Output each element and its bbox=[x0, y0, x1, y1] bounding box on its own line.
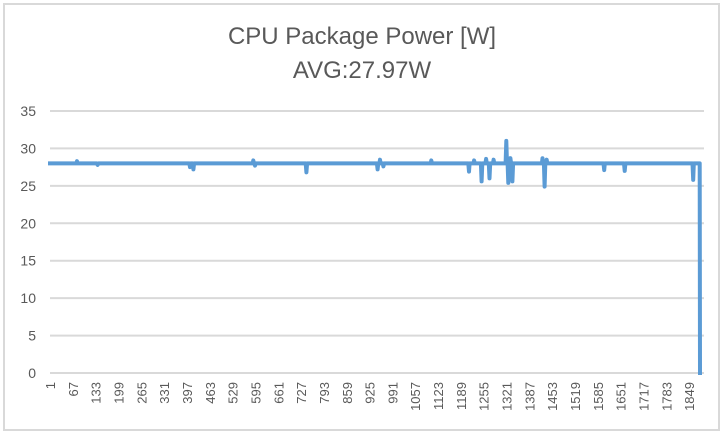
x-tick-label: 661 bbox=[271, 382, 286, 404]
data-point bbox=[506, 181, 510, 185]
data-point bbox=[508, 156, 512, 160]
data-point bbox=[492, 158, 496, 162]
y-tick-label: 15 bbox=[20, 253, 36, 269]
x-tick-label: 727 bbox=[294, 382, 309, 404]
y-tick-label: 5 bbox=[28, 328, 36, 344]
chart-frame[interactable] bbox=[3, 3, 720, 431]
x-tick-label: 199 bbox=[111, 382, 126, 404]
x-tick-label: 67 bbox=[66, 382, 81, 396]
data-point bbox=[698, 371, 702, 375]
data-point bbox=[510, 179, 514, 183]
y-tick-label: 20 bbox=[20, 215, 36, 231]
data-point bbox=[191, 167, 195, 171]
y-tick-label: 10 bbox=[20, 290, 36, 306]
x-tick-label: 1585 bbox=[591, 382, 606, 411]
x-axis-ticks: 1 67 133 199 265 331 397 463 529 595 661 727 793 859 9… bbox=[43, 382, 697, 411]
data-point bbox=[543, 185, 547, 189]
data-point bbox=[467, 170, 471, 174]
x-tick-label: 1321 bbox=[500, 382, 515, 411]
data-point bbox=[253, 164, 257, 168]
x-tick-label: 529 bbox=[226, 382, 241, 404]
x-tick-label: 1717 bbox=[637, 382, 652, 411]
x-tick-label: 1057 bbox=[408, 382, 423, 411]
x-tick-label: 793 bbox=[317, 382, 332, 404]
data-point bbox=[472, 158, 476, 162]
x-tick-label: 265 bbox=[134, 382, 149, 404]
x-tick-label: 1651 bbox=[614, 382, 629, 411]
chart-subtitle: AVG:27.97W bbox=[292, 57, 432, 84]
y-tick-label: 0 bbox=[28, 365, 36, 381]
x-tick-label: 1255 bbox=[477, 382, 492, 411]
data-point bbox=[487, 176, 491, 180]
data-point bbox=[602, 168, 606, 172]
y-tick-label: 30 bbox=[20, 140, 36, 156]
x-tick-label: 331 bbox=[157, 382, 172, 404]
x-tick-label: 925 bbox=[363, 382, 378, 404]
data-point bbox=[304, 170, 308, 174]
data-point bbox=[188, 165, 192, 169]
data-point bbox=[75, 159, 79, 163]
x-tick-label: 991 bbox=[385, 382, 400, 404]
data-point bbox=[623, 169, 627, 173]
data-point bbox=[378, 158, 382, 162]
data-point bbox=[484, 157, 488, 161]
y-tick-label: 35 bbox=[20, 103, 36, 119]
x-tick-label: 1189 bbox=[454, 382, 469, 410]
data-point bbox=[541, 156, 545, 160]
data-point bbox=[381, 164, 385, 168]
data-point bbox=[429, 158, 433, 162]
data-point bbox=[480, 179, 484, 183]
series-line-0 bbox=[48, 138, 703, 376]
data-point bbox=[691, 178, 695, 182]
x-tick-label: 397 bbox=[180, 382, 195, 404]
y-tick-label: 25 bbox=[20, 178, 36, 194]
x-tick-label: 1849 bbox=[682, 382, 697, 411]
x-tick-label: 1 bbox=[43, 382, 58, 389]
chart-title: CPU Package Power [W] bbox=[227, 23, 497, 50]
data-point bbox=[698, 161, 702, 165]
data-point bbox=[251, 158, 255, 162]
data-point bbox=[96, 163, 100, 167]
data-point bbox=[376, 167, 380, 171]
x-tick-label: 133 bbox=[89, 382, 104, 404]
x-tick-label: 1387 bbox=[522, 382, 537, 411]
x-tick-label: 463 bbox=[203, 382, 218, 404]
x-tick-label: 1453 bbox=[545, 382, 560, 411]
series-layer bbox=[48, 138, 703, 376]
x-tick-label: 595 bbox=[248, 382, 263, 404]
x-tick-label: 1783 bbox=[659, 382, 674, 411]
y-axis-ticks: 0 5 10 15 20 25 30 35 bbox=[20, 103, 36, 381]
data-point bbox=[504, 139, 508, 143]
x-tick-label: 1519 bbox=[568, 382, 583, 411]
gridlines bbox=[50, 110, 704, 374]
x-tick-label: 859 bbox=[340, 382, 355, 404]
x-tick-label: 1123 bbox=[431, 382, 446, 410]
data-point bbox=[545, 158, 549, 162]
